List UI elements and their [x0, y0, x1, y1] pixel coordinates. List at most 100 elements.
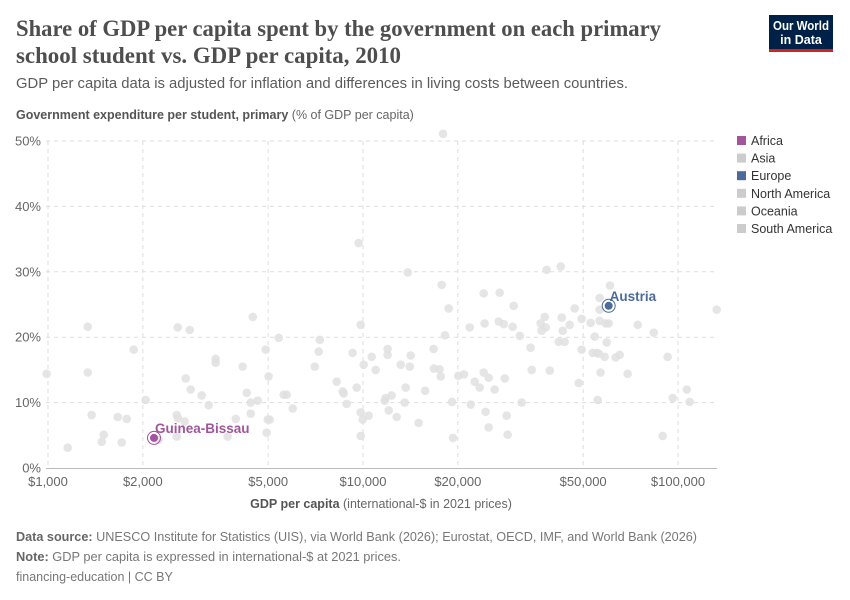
- data-point: [590, 332, 600, 341]
- data-point: [248, 312, 258, 322]
- data-point: [173, 413, 183, 423]
- data-point: [595, 305, 604, 315]
- data-point: [633, 320, 643, 330]
- data-point: [383, 350, 392, 360]
- data-point: [186, 385, 195, 394]
- legend-swatch: [737, 206, 746, 216]
- y-tick-label: 0%: [22, 461, 41, 476]
- point-label: Guinea-Bissau: [155, 421, 250, 436]
- data-point: [574, 378, 584, 388]
- data-point: [282, 390, 292, 400]
- y-axis-ticks: 0% 10% 20% 30% 40% 50%: [15, 134, 41, 476]
- data-point: [129, 345, 139, 354]
- y-tick-label: 20%: [15, 330, 41, 345]
- data-point: [515, 331, 525, 341]
- data-point: [354, 238, 363, 248]
- legend-item: South America: [751, 222, 832, 236]
- data-point: [262, 428, 271, 437]
- data-point: [387, 391, 396, 400]
- data-point: [246, 398, 256, 407]
- data-source-text[interactable]: UNESCO Institute for Statistics (UIS), v…: [96, 530, 697, 544]
- data-point: [508, 322, 517, 332]
- data-point: [499, 319, 509, 329]
- x-tick-label: $1,000: [28, 474, 68, 489]
- chart-slug-license[interactable]: financing-education | CC BY: [16, 570, 173, 584]
- data-point: [406, 351, 415, 360]
- data-point: [447, 397, 457, 407]
- data-point: [352, 383, 362, 392]
- data-point: [437, 280, 447, 290]
- x-tick-label: $10,000: [340, 474, 387, 489]
- data-point: [542, 265, 551, 275]
- data-point: [479, 289, 488, 298]
- data-point: [558, 326, 568, 335]
- logo-line-2: in Data: [780, 33, 823, 47]
- data-point: [339, 389, 349, 398]
- data-point: [570, 304, 579, 313]
- data-point: [475, 383, 485, 392]
- data-point: [83, 368, 93, 377]
- data-point: [440, 330, 450, 340]
- legend: Africa Asia Europe North America Oceania Sout…: [737, 134, 832, 236]
- data-point: [87, 410, 96, 420]
- data-point: [405, 362, 415, 371]
- data-point: [392, 412, 401, 422]
- y-tick-label: 10%: [15, 395, 41, 410]
- data-point: [615, 350, 624, 360]
- data-point: [172, 432, 182, 441]
- data-point: [545, 366, 555, 375]
- note-text: GDP per capita is expressed in internati…: [52, 550, 401, 564]
- x-axis-title-main: GDP per capita: [250, 497, 340, 511]
- data-point: [315, 335, 325, 345]
- data-point: [371, 365, 380, 375]
- data-point: [500, 374, 510, 383]
- owid-logo[interactable]: Our World in Data: [769, 15, 833, 52]
- data-point: [438, 129, 448, 139]
- data-point: [557, 313, 567, 322]
- legend-swatch: [737, 171, 746, 181]
- data-point: [185, 325, 195, 335]
- data-point: [342, 399, 351, 409]
- y-tick-label: 30%: [15, 264, 41, 279]
- x-axis-title: GDP per capita (international-$ in 2021 …: [250, 497, 512, 511]
- data-point: [577, 314, 586, 324]
- data-point: [383, 344, 392, 354]
- data-point: [577, 345, 586, 354]
- data-point: [204, 400, 213, 410]
- data-point: [265, 415, 275, 424]
- data-point: [242, 388, 252, 398]
- data-point: [117, 438, 127, 447]
- chart-subtitle: GDP per capita data is adjusted for infl…: [16, 75, 628, 92]
- data-point: [223, 432, 233, 441]
- data-point: [623, 369, 632, 379]
- data-point: [288, 404, 298, 413]
- data-point: [332, 377, 341, 386]
- grid-lines: [46, 140, 717, 468]
- data-point: [484, 423, 493, 432]
- data-point: [211, 358, 220, 368]
- data-point: [181, 374, 191, 383]
- data-point: [97, 437, 107, 447]
- data-point: [554, 337, 563, 347]
- data-point: [663, 352, 672, 362]
- logo-background: [769, 15, 833, 50]
- data-point: [596, 368, 605, 377]
- data-point: [359, 360, 368, 369]
- data-point: [246, 409, 256, 419]
- x-tick-label: $50,000: [560, 474, 607, 489]
- data-point: [484, 373, 493, 383]
- data-point: [503, 430, 512, 439]
- legend-item: Africa: [751, 134, 783, 148]
- data-point: [527, 365, 536, 375]
- y-tick-label: 50%: [15, 134, 41, 149]
- data-point: [99, 430, 109, 439]
- legend-item: North America: [751, 187, 830, 201]
- data-point: [253, 396, 263, 405]
- data-point: [595, 293, 604, 303]
- data-point: [141, 395, 150, 405]
- legend-item: Oceania: [751, 204, 798, 218]
- data-point: [356, 320, 365, 330]
- data-point: [540, 312, 550, 322]
